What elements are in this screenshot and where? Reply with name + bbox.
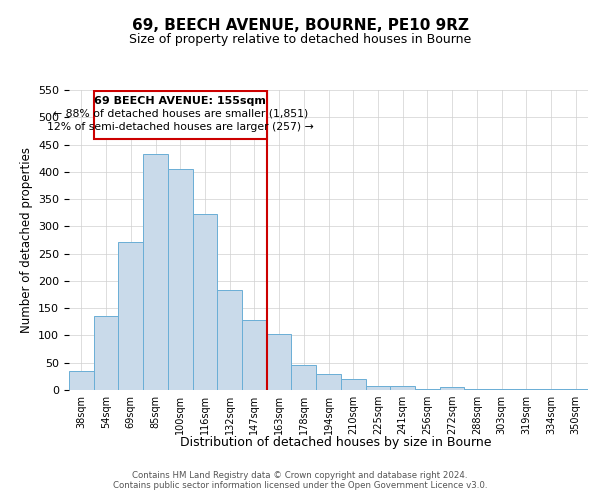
FancyBboxPatch shape xyxy=(94,91,267,139)
Bar xyxy=(292,366,316,390)
Bar xyxy=(118,242,143,390)
Bar xyxy=(94,316,118,390)
Bar xyxy=(267,334,292,390)
Text: 12% of semi-detached houses are larger (257) →: 12% of semi-detached houses are larger (… xyxy=(47,122,314,132)
Text: 69 BEECH AVENUE: 155sqm: 69 BEECH AVENUE: 155sqm xyxy=(94,96,266,106)
Bar xyxy=(390,386,415,390)
Text: Contains HM Land Registry data © Crown copyright and database right 2024.: Contains HM Land Registry data © Crown c… xyxy=(132,472,468,480)
Text: ← 88% of detached houses are smaller (1,851): ← 88% of detached houses are smaller (1,… xyxy=(53,109,308,119)
Bar xyxy=(143,154,168,390)
Text: Size of property relative to detached houses in Bourne: Size of property relative to detached ho… xyxy=(129,32,471,46)
Bar xyxy=(440,388,464,390)
Bar xyxy=(217,290,242,390)
Bar xyxy=(365,386,390,390)
Y-axis label: Number of detached properties: Number of detached properties xyxy=(20,147,32,333)
Bar xyxy=(193,214,217,390)
Bar xyxy=(168,169,193,390)
Text: 69, BEECH AVENUE, BOURNE, PE10 9RZ: 69, BEECH AVENUE, BOURNE, PE10 9RZ xyxy=(131,18,469,32)
Text: Distribution of detached houses by size in Bourne: Distribution of detached houses by size … xyxy=(180,436,492,449)
Bar xyxy=(242,320,267,390)
Bar xyxy=(415,389,440,390)
Bar xyxy=(316,374,341,390)
Bar xyxy=(341,379,365,390)
Text: Contains public sector information licensed under the Open Government Licence v3: Contains public sector information licen… xyxy=(113,482,487,490)
Bar xyxy=(69,371,94,390)
